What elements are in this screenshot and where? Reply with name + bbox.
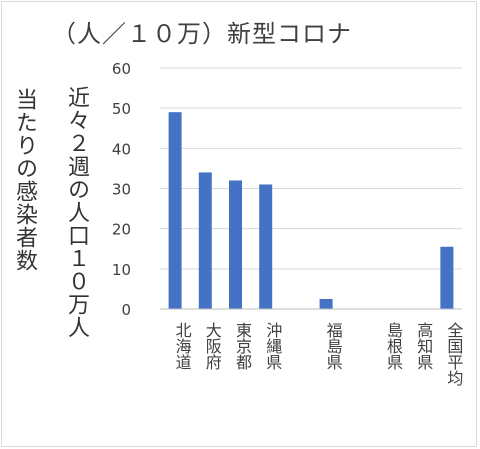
bar (168, 112, 182, 309)
x-tick-label: 全国平均 (444, 322, 463, 387)
y-tick-label: 10 (112, 261, 131, 279)
x-tick-label: 島根県 (384, 322, 403, 370)
x-tick-label: 沖縄県 (263, 322, 282, 370)
x-tick-label: 高知県 (414, 322, 433, 370)
y-tick-label: 30 (112, 181, 131, 199)
y-tick-label: 50 (112, 100, 131, 118)
y-tick-label: 40 (112, 140, 131, 158)
bar (440, 246, 454, 309)
y-tick-label: 0 (121, 301, 131, 319)
y-axis-label-line-2: 近々２週の人口１０万人 (64, 86, 89, 339)
chart-title: （人／１０万）新型コロナ (52, 20, 352, 48)
x-tick-label: 大阪府 (203, 322, 222, 371)
x-tick-label: 東京都 (233, 322, 252, 370)
y-tick-label: 20 (112, 221, 131, 239)
bar (229, 180, 242, 309)
bar (198, 172, 212, 309)
x-tick-label: 福島県 (324, 322, 343, 370)
bar (259, 184, 273, 309)
y-tick-label: 60 (112, 60, 131, 78)
y-axis-label-line-1: 当たりの感染者数 (12, 88, 37, 272)
x-tick-label: 北海道 (173, 322, 192, 370)
bar (319, 298, 333, 309)
